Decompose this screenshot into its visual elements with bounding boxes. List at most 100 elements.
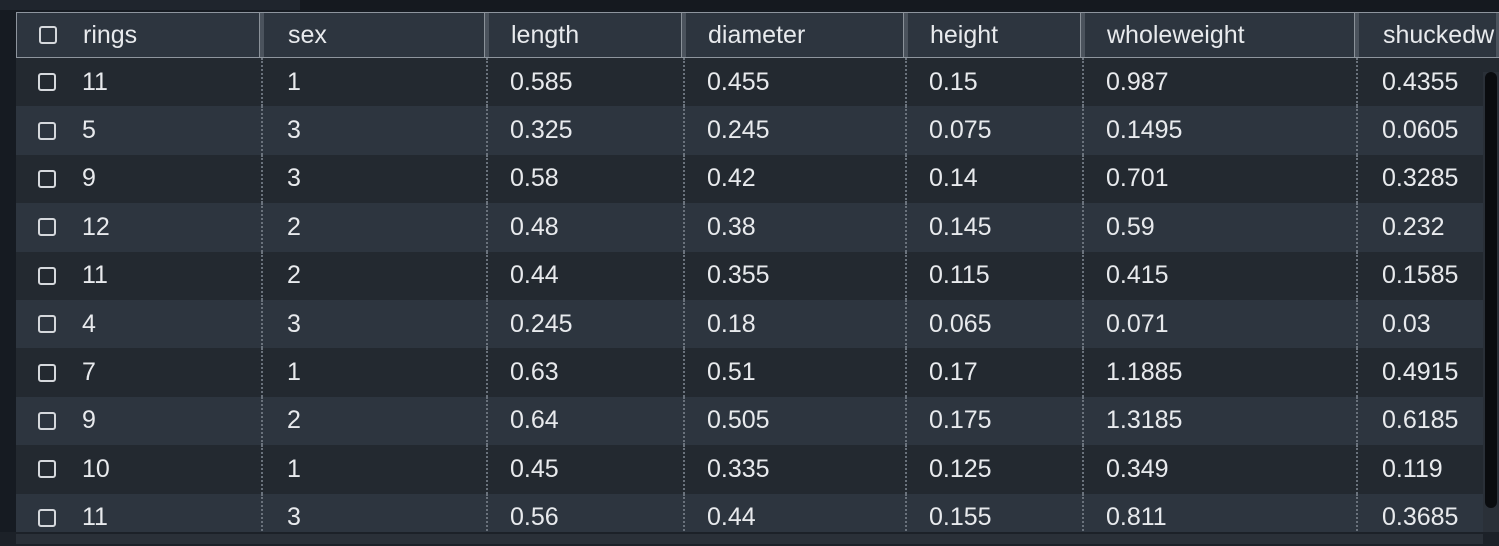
cell-rings: 4	[16, 299, 263, 349]
cell-wholeweight: 0.349	[1084, 445, 1358, 494]
cell-value: 0.59	[1106, 212, 1155, 241]
cell-wholeweight: 0.1495	[1084, 106, 1358, 155]
cell-rings: 11	[16, 493, 263, 532]
column-header-shuckedweight[interactable]: shuckedw	[1359, 13, 1499, 57]
row-select-checkbox[interactable]	[38, 218, 56, 237]
row-select-checkbox[interactable]	[38, 266, 56, 285]
table-row[interactable]: 11 2 0.44 0.355 0.115 0.415 0.1585	[16, 251, 1499, 300]
cell-value: 0.03	[1382, 309, 1431, 338]
cell-wholeweight: 0.415	[1084, 251, 1358, 300]
cell-value: 12	[82, 212, 110, 241]
cell-wholeweight: 0.987	[1084, 58, 1358, 107]
cell-value: 0.63	[510, 358, 559, 387]
cell-diameter: 0.18	[685, 299, 907, 349]
grid-header-row: rings sex length diameter height wholewe…	[16, 12, 1499, 58]
cell-sex: 1	[263, 445, 488, 494]
row-select-checkbox[interactable]	[38, 121, 56, 140]
cell-value: 0.18	[707, 309, 756, 338]
cell-value: 2	[287, 212, 301, 241]
cell-value: 0.0605	[1382, 116, 1459, 145]
cell-value: 0.3685	[1382, 503, 1459, 532]
cell-wholeweight: 0.071	[1084, 299, 1358, 349]
row-select-checkbox[interactable]	[38, 315, 56, 334]
column-header-label: sex	[288, 20, 327, 49]
row-select-checkbox[interactable]	[38, 411, 56, 430]
cell-value: 1	[287, 358, 301, 387]
cell-diameter: 0.51	[685, 348, 907, 397]
cell-value: 2	[287, 406, 301, 435]
cell-height: 0.17	[907, 348, 1084, 397]
select-all-checkbox[interactable]	[39, 26, 57, 44]
cell-wholeweight: 0.701	[1084, 154, 1358, 204]
cell-length: 0.44	[488, 251, 685, 300]
horizontal-scrollbar[interactable]	[0, 532, 1499, 546]
cell-shuckedweight: 0.232	[1358, 203, 1499, 251]
table-row[interactable]: 10 1 0.45 0.335 0.125 0.349 0.119	[16, 445, 1499, 494]
cell-diameter: 0.42	[685, 154, 907, 204]
column-header-sex[interactable]: sex	[264, 13, 489, 57]
table-row[interactable]: 11 3 0.56 0.44 0.155 0.811 0.3685	[16, 493, 1499, 532]
cell-length: 0.48	[488, 203, 685, 252]
cell-diameter: 0.335	[685, 445, 907, 494]
horizontal-scrollbar-track[interactable]	[16, 534, 1483, 544]
table-row[interactable]: 12 2 0.48 0.38 0.145 0.59 0.232	[16, 203, 1499, 252]
vertical-scrollbar-thumb[interactable]	[1485, 72, 1497, 508]
cell-rings: 9	[16, 154, 263, 204]
column-header-rings[interactable]: rings	[17, 13, 264, 57]
cell-value: 3	[287, 309, 301, 338]
cell-value: 0.505	[707, 406, 770, 435]
cell-sex: 2	[263, 203, 488, 252]
cell-value: 0.64	[510, 406, 559, 435]
cell-shuckedweight: 0.0605	[1358, 106, 1499, 154]
cell-rings: 11	[16, 251, 263, 300]
table-row[interactable]: 11 1 0.585 0.455 0.15 0.987 0.4355	[16, 58, 1499, 107]
cell-value: 0.48	[510, 212, 559, 241]
cell-diameter: 0.38	[685, 203, 907, 252]
cell-sex: 2	[263, 396, 488, 446]
table-row[interactable]: 9 2 0.64 0.505 0.175 1.3185 0.6185	[16, 396, 1499, 446]
cell-rings: 11	[16, 58, 263, 107]
column-header-wholeweight[interactable]: wholeweight	[1085, 13, 1359, 57]
cell-value: 0.6185	[1382, 406, 1459, 435]
cell-diameter: 0.245	[685, 106, 907, 155]
row-select-checkbox[interactable]	[38, 169, 56, 188]
table-row[interactable]: 4 3 0.245 0.18 0.065 0.071 0.03	[16, 299, 1499, 349]
cell-value: 0.585	[510, 67, 573, 96]
row-select-checkbox[interactable]	[38, 73, 56, 92]
active-tab-indicator	[0, 0, 300, 10]
cell-shuckedweight: 0.119	[1358, 445, 1499, 493]
column-header-label: wholeweight	[1107, 20, 1245, 49]
column-header-diameter[interactable]: diameter	[686, 13, 908, 57]
table-row[interactable]: 5 3 0.325 0.245 0.075 0.1495 0.0605	[16, 106, 1499, 155]
row-select-checkbox[interactable]	[38, 508, 56, 527]
cell-value: 0.415	[1106, 261, 1169, 290]
vertical-scrollbar[interactable]	[1483, 72, 1499, 532]
table-row[interactable]: 7 1 0.63 0.51 0.17 1.1885 0.4915	[16, 348, 1499, 397]
cell-rings: 7	[16, 348, 263, 397]
cell-value: 0.245	[510, 309, 573, 338]
cell-value: 0.4915	[1382, 358, 1459, 387]
column-header-length[interactable]: length	[489, 13, 686, 57]
cell-value: 0.15	[929, 67, 978, 96]
cell-value: 11	[82, 67, 108, 96]
cell-sex: 3	[263, 299, 488, 349]
row-select-checkbox[interactable]	[38, 363, 56, 382]
cell-value: 0.58	[510, 164, 559, 193]
cell-sex: 2	[263, 251, 488, 300]
column-header-height[interactable]: height	[908, 13, 1085, 57]
cell-length: 0.64	[488, 396, 685, 446]
cell-rings: 9	[16, 396, 263, 446]
table-row[interactable]: 9 3 0.58 0.42 0.14 0.701 0.3285	[16, 154, 1499, 204]
cell-sex: 3	[263, 106, 488, 155]
cell-value: 0.145	[929, 212, 992, 241]
cell-value: 0.175	[929, 406, 992, 435]
cell-value: 0.065	[929, 309, 992, 338]
cell-value: 0.349	[1106, 454, 1169, 483]
column-header-label: diameter	[708, 20, 806, 49]
cell-shuckedweight: 0.1585	[1358, 252, 1499, 300]
column-header-label: shuckedw	[1383, 20, 1495, 49]
column-header-label: length	[511, 20, 580, 49]
row-select-checkbox[interactable]	[38, 460, 56, 479]
cell-diameter: 0.455	[685, 58, 907, 107]
cell-value: 0.42	[707, 164, 756, 193]
